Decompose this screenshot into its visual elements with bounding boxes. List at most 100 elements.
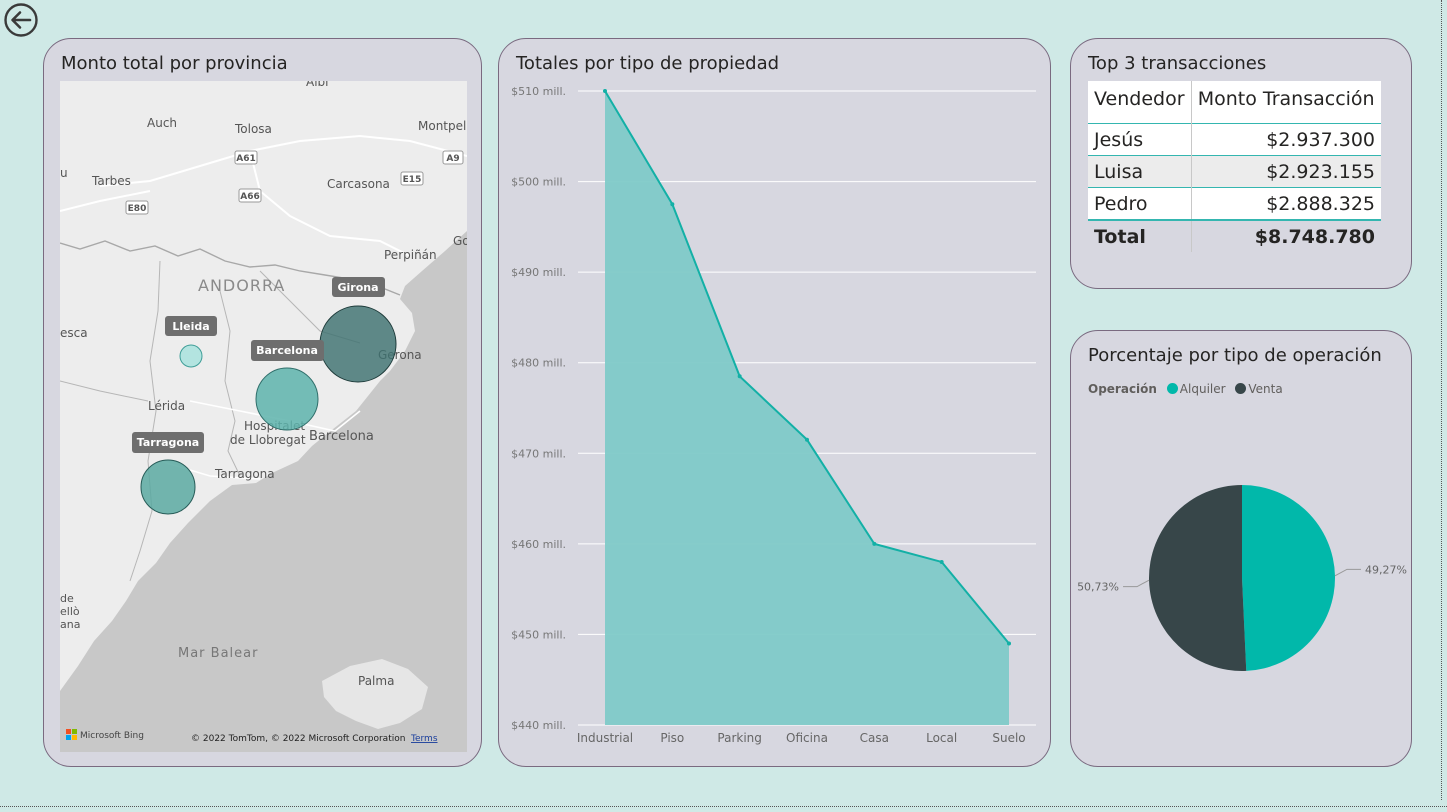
sea-shape: [60, 231, 467, 752]
place-label: Montpell: [418, 119, 467, 133]
pie-chart[interactable]: 49,27% 50,73%: [1070, 330, 1412, 767]
data-point[interactable]: [1007, 641, 1011, 646]
data-point[interactable]: [670, 202, 675, 207]
map-card: Monto total por provincia A61 A66 E80 E1…: [43, 38, 482, 767]
place-label-barcelona-city: Barcelona: [309, 429, 374, 444]
pie-chart-title: Porcentaje por tipo de operación: [1088, 345, 1382, 366]
road-line: [249, 150, 411, 257]
y-tick-label: $470 mill.: [511, 447, 566, 460]
legend-dot-venta: [1235, 383, 1247, 394]
place-label-andorra: ANDORRA: [198, 276, 285, 295]
area-chart-card: Totales por tipo de propiedad $440 mill.…: [498, 38, 1051, 767]
y-tick-label: $460 mill.: [511, 538, 566, 551]
bubble-barcelona[interactable]: [255, 367, 319, 431]
table-header-row: Vendedor Monto Transacción: [1088, 81, 1381, 124]
label-box-barcelona: [251, 340, 324, 361]
x-tick-label: Parking: [717, 731, 762, 745]
pie-slice-alquiler[interactable]: [1242, 485, 1335, 671]
label-box-tarragona: [132, 432, 204, 453]
monto-cell: $2.888.325: [1191, 187, 1381, 220]
province-map[interactable]: A61 A66 E80 E15 A9 Albi Auch Tolosa Mont…: [60, 81, 467, 752]
data-point[interactable]: [872, 541, 877, 546]
region-line: [60, 380, 149, 402]
bubble-label-lleida: Lleida: [172, 320, 209, 333]
area-chart-title: Totales por tipo de propiedad: [516, 53, 780, 74]
road-shield-e80: E80: [125, 200, 149, 215]
legend-dot-alquiler: [1166, 383, 1178, 394]
vendedor-cell: Jesús: [1088, 123, 1192, 156]
total-label: Total: [1088, 219, 1192, 252]
road-a9-label: A9: [446, 154, 459, 164]
pie-chart-card: Porcentaje por tipo de operación Operaci…: [1070, 330, 1412, 767]
road-shield-a9: A9: [442, 150, 464, 165]
hospitalet-line2: de Llobregat: [230, 433, 306, 447]
region-line: [219, 290, 241, 477]
place-label-vinaros: de ellò ana: [60, 592, 80, 631]
y-tick-label: $480 mill.: [511, 357, 566, 370]
data-point[interactable]: [737, 374, 742, 379]
data-point[interactable]: [939, 559, 944, 564]
bubble-label-barcelona: Barcelona: [256, 344, 318, 357]
place-label: Lérida: [148, 399, 185, 413]
area-fill: [605, 91, 1009, 725]
top-transactions-table: Vendedor Monto Transacción Jesús $2.937.…: [1088, 81, 1381, 252]
bubble-girona[interactable]: [319, 305, 397, 383]
place-label: Tarbes: [91, 174, 131, 188]
legend-title: Operación: [1088, 382, 1157, 396]
map-title: Monto total por provincia: [61, 53, 288, 74]
place-label: Tolosa: [234, 122, 272, 136]
pie-data-label: 49,27%: [1365, 563, 1407, 576]
column-header-monto[interactable]: Monto Transacción: [1191, 81, 1381, 124]
y-tick-label: $490 mill.: [511, 266, 566, 279]
bing-attribution: Microsoft Bing: [80, 731, 144, 741]
road-a66-label: A66: [240, 192, 260, 202]
back-arrow-icon[interactable]: [3, 2, 39, 38]
area-chart[interactable]: $440 mill. $450 mill. $460 mill. $470 mill.…: [498, 38, 1051, 767]
table-row[interactable]: Jesús $2.937.300: [1088, 123, 1381, 156]
table-row[interactable]: Luisa $2.923.155: [1088, 155, 1381, 188]
terms-link[interactable]: Terms: [410, 734, 438, 744]
column-header-vendedor[interactable]: Vendedor: [1088, 81, 1192, 124]
y-tick-label: $440 mill.: [511, 719, 566, 732]
x-tick-label: Suelo: [992, 731, 1025, 745]
bubble-tarragona[interactable]: [140, 459, 196, 515]
road-shield-a61: A61: [234, 150, 258, 165]
table-row[interactable]: Pedro $2.888.325: [1088, 187, 1381, 220]
road-shield-e15: E15: [400, 171, 424, 186]
bubble-label-girona: Girona: [337, 281, 378, 294]
bubble-lleida[interactable]: [179, 344, 203, 368]
x-tick-label: Oficina: [786, 731, 828, 745]
bubble-label-tarragona: Tarragona: [137, 436, 199, 449]
bing-logo-icon: [66, 729, 77, 740]
leader-line: [1334, 568, 1361, 577]
place-label: Auch: [147, 116, 177, 130]
pie-slice-venta[interactable]: [1148, 485, 1247, 671]
leader-line: [1123, 579, 1150, 588]
data-point[interactable]: [805, 437, 809, 442]
legend-item-venta[interactable]: Venta: [1248, 382, 1283, 396]
pie-data-label: 50,73%: [1077, 581, 1119, 594]
monto-cell: $2.937.300: [1191, 123, 1381, 156]
place-label-mar-balear: Mar Balear: [178, 646, 258, 661]
place-label: Carcasona: [327, 177, 390, 191]
table-title: Top 3 transacciones: [1088, 53, 1267, 74]
total-value: $8.748.780: [1191, 219, 1381, 252]
legend-item-alquiler[interactable]: Alquiler: [1179, 382, 1226, 396]
road-a61-label: A61: [236, 154, 256, 164]
x-tick-label: Local: [926, 731, 957, 745]
x-tick-label: Casa: [860, 731, 889, 745]
road-line: [99, 134, 467, 187]
label-box-lleida: [165, 316, 217, 336]
road-line: [60, 190, 151, 212]
place-label: Perpiñán: [384, 248, 437, 262]
data-point[interactable]: [603, 89, 607, 93]
place-label: u: [60, 166, 68, 180]
vendedor-cell: Pedro: [1088, 187, 1192, 220]
y-tick-label: $500 mill.: [511, 176, 566, 189]
table-total-row: Total $8.748.780: [1088, 219, 1381, 252]
table-card: Top 3 transacciones Vendedor Monto Trans…: [1070, 38, 1412, 289]
road-e80-label: E80: [128, 204, 147, 214]
place-label: esca: [60, 326, 88, 340]
page-edge-bottom: [0, 806, 1447, 807]
place-label: Albi: [306, 81, 329, 89]
